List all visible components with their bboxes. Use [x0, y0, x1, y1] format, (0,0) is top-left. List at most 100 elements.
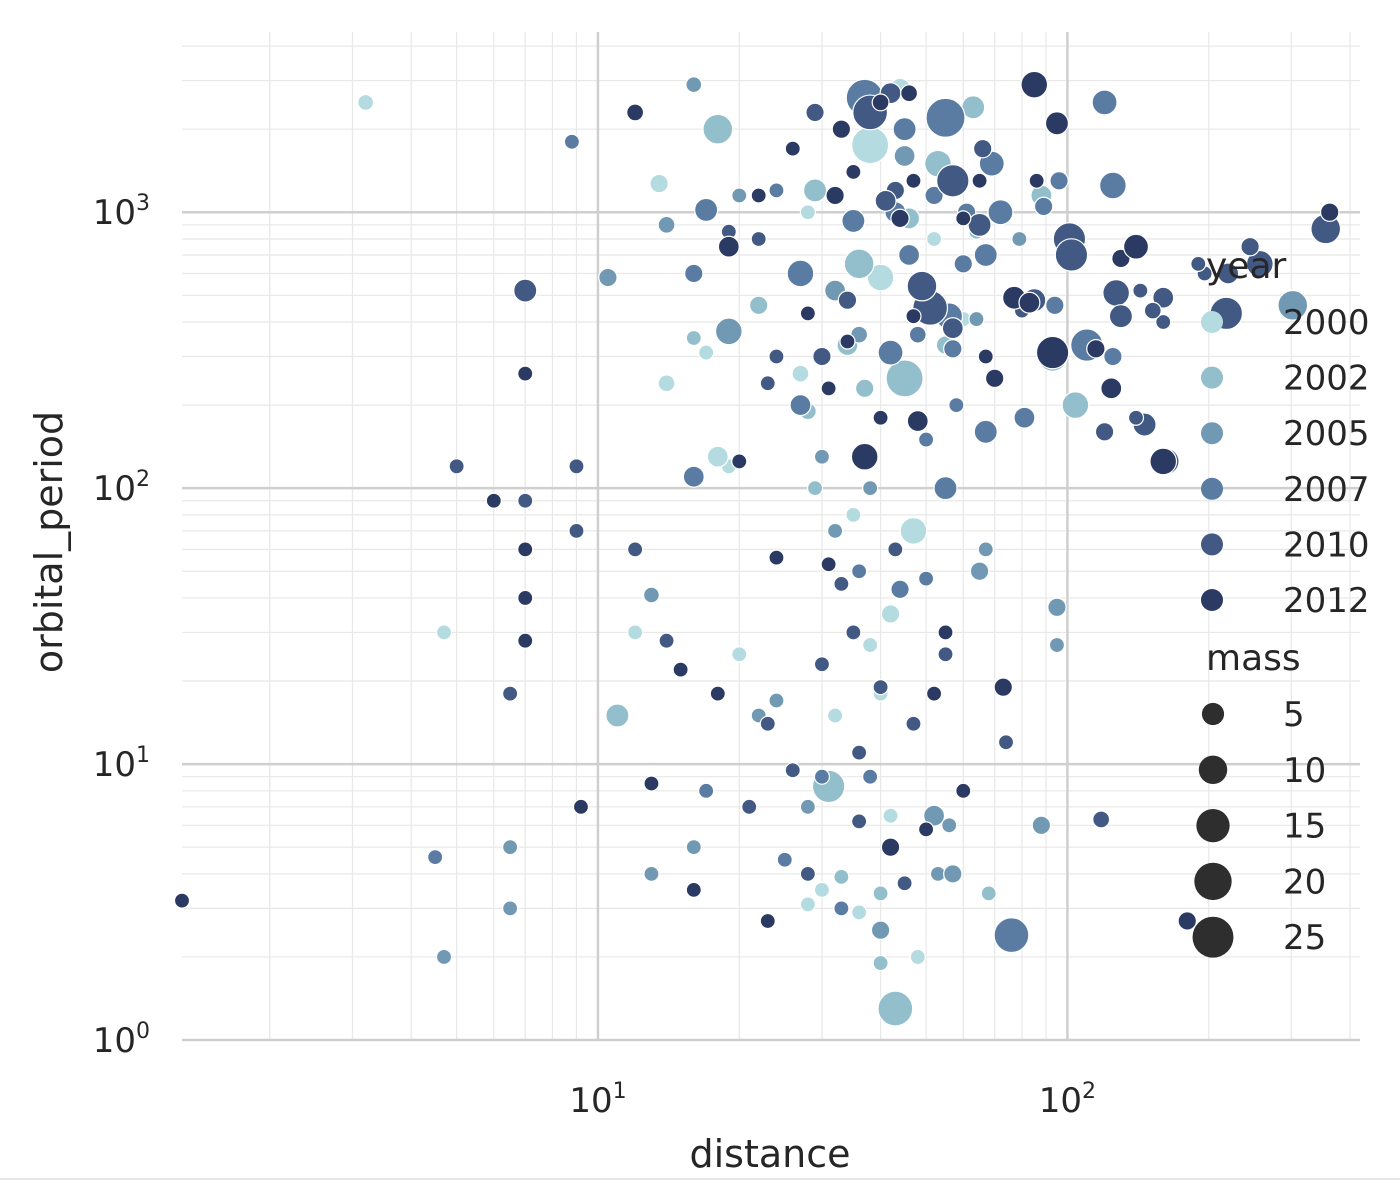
data-point-2012: [1319, 202, 1340, 222]
data-point-2000: [813, 881, 831, 898]
data-point-2007: [924, 185, 944, 206]
legend-year-label: 2005: [1283, 414, 1370, 454]
data-point-2010: [658, 632, 675, 649]
data-point-2010: [1217, 262, 1240, 285]
data-point-2012: [784, 140, 801, 157]
data-point-2012: [799, 305, 816, 322]
data-point-2010: [896, 875, 913, 892]
data-point-2007: [862, 768, 879, 785]
data-point-2010: [972, 138, 993, 159]
data-point-2005: [768, 692, 785, 709]
data-point-2000: [357, 93, 375, 111]
data-point-2007: [953, 254, 974, 274]
data-point-2000: [698, 344, 715, 361]
data-point-2010: [906, 270, 938, 302]
x-tick-label: 102: [1039, 1079, 1096, 1121]
legend-size-label: 10: [1283, 751, 1326, 791]
data-point-2012: [1149, 447, 1178, 476]
data-point-2010: [1240, 236, 1260, 257]
legend-year-marker: [1201, 533, 1223, 556]
data-point-2002: [1061, 391, 1090, 419]
data-point-2002: [833, 868, 850, 886]
data-point-2002: [885, 359, 924, 398]
legend-size-marker: [1198, 755, 1228, 785]
data-point-2012: [820, 556, 837, 573]
data-point-2000: [657, 374, 676, 393]
x-axis-label: distance: [689, 1132, 850, 1176]
data-point-2007: [698, 782, 715, 799]
data-point-2012: [672, 661, 689, 678]
data-point-2005: [969, 561, 990, 581]
data-point-2007: [943, 339, 963, 359]
data-point-2000: [731, 646, 748, 663]
data-point-2012: [1177, 911, 1198, 931]
data-point-2012: [993, 677, 1014, 697]
data-point-2002: [605, 703, 630, 728]
data-point-2012: [1018, 291, 1041, 314]
data-point-2012: [905, 308, 922, 325]
legend-year-label: 2010: [1283, 525, 1370, 565]
data-point-2012: [900, 84, 919, 103]
data-point-2007: [768, 182, 785, 199]
data-point-2005: [941, 817, 958, 834]
data-point-2010: [568, 522, 585, 539]
data-point-2000: [827, 707, 844, 724]
data-point-2007: [694, 197, 719, 222]
data-point-2007: [684, 263, 704, 284]
data-point-2010: [1102, 279, 1131, 307]
data-point-2007: [1049, 171, 1069, 191]
data-points: [173, 70, 1342, 1027]
data-point-2005: [799, 798, 816, 815]
y-axis-label: orbital_period: [27, 411, 71, 673]
data-point-2005: [1047, 597, 1067, 618]
data-point-2010: [784, 762, 801, 779]
data-point-2000: [909, 948, 926, 966]
data-point-2005: [977, 541, 994, 558]
axis-tick-labels: 101 102 100 101 102 103: [93, 191, 1096, 1121]
data-point-2010: [768, 348, 785, 365]
data-point-2012: [839, 333, 856, 350]
data-point-2012: [485, 492, 502, 509]
data-point-2000: [799, 204, 816, 221]
data-point-2005: [731, 187, 748, 204]
data-point-2000: [845, 506, 862, 523]
data-point-2005: [1031, 815, 1052, 836]
data-point-2010: [1143, 301, 1162, 320]
data-point-2000: [706, 445, 729, 468]
legend-year-marker: [1201, 589, 1223, 611]
y-tick-label: 101: [93, 743, 150, 785]
data-point-2000: [880, 604, 901, 624]
data-point-2012: [872, 409, 889, 426]
data-point-2007: [892, 117, 917, 142]
data-point-2010: [872, 679, 889, 696]
data-point-2012: [917, 821, 935, 838]
data-point-2010: [937, 646, 954, 663]
data-point-2010: [1092, 810, 1111, 829]
data-point-2007: [682, 465, 705, 488]
data-point-2007: [789, 394, 812, 417]
data-point-2012: [626, 103, 645, 122]
data-point-2002: [872, 885, 889, 902]
data-point-2012: [906, 410, 929, 433]
data-point-2012: [517, 365, 534, 382]
data-point-2010: [568, 458, 585, 475]
data-point-2002: [685, 329, 702, 347]
data-point-2007: [1045, 295, 1065, 316]
data-point-2005: [1277, 289, 1309, 321]
data-point-2012: [572, 798, 590, 815]
y-tick-label: 102: [93, 467, 150, 509]
data-point-2010: [941, 317, 964, 340]
data-point-2007: [973, 242, 998, 268]
legend-size-label: 15: [1283, 807, 1326, 847]
data-point-2002: [854, 378, 875, 399]
data-point-2002: [702, 113, 734, 145]
data-point-2012: [517, 632, 534, 649]
data-point-2002: [802, 178, 828, 203]
data-point-2007: [925, 97, 966, 138]
data-point-2010: [874, 189, 897, 212]
data-point-2012: [955, 210, 972, 227]
data-point-2007: [877, 339, 904, 366]
data-point-2007: [776, 851, 793, 868]
data-point-2007: [973, 419, 998, 444]
data-point-2005: [943, 864, 963, 884]
